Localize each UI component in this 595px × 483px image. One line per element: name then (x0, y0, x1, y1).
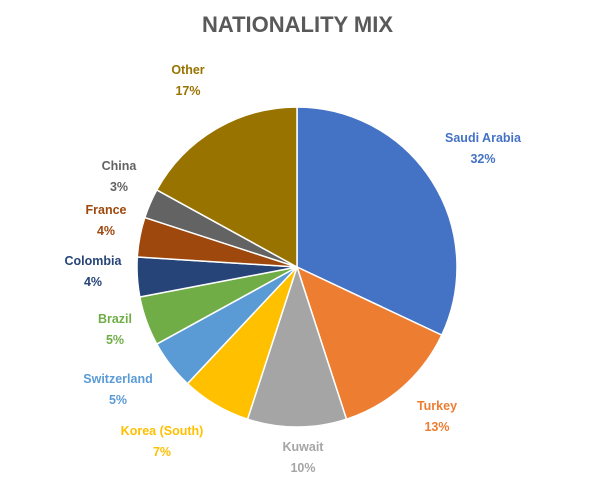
slice-label-china: China (102, 159, 138, 173)
slice-percent-colombia: 4% (84, 275, 102, 289)
chart-title: NATIONALITY MIX (201, 12, 394, 37)
slice-label-kuwait: Kuwait (283, 440, 325, 454)
slice-label-colombia: Colombia (65, 254, 123, 268)
slice-percent-china: 3% (110, 180, 128, 194)
slice-label-switzerland: Switzerland (83, 372, 152, 386)
slice-label-france: France (86, 203, 127, 217)
slice-percent-switzerland: 5% (109, 393, 127, 407)
slice-label-brazil: Brazil (98, 312, 132, 326)
slice-label-turkey: Turkey (417, 399, 457, 413)
slice-percent-korea-south: 7% (153, 445, 171, 459)
slice-label-other: Other (171, 63, 204, 77)
pie-slice-saudi-arabia (296, 106, 458, 337)
pie-slice-kuwait (246, 264, 348, 428)
slice-percent-kuwait: 10% (290, 461, 315, 475)
slice-percent-france: 4% (97, 224, 115, 238)
slice-percent-turkey: 13% (424, 420, 449, 434)
slice-percent-other: 17% (175, 84, 200, 98)
pie-slice-other (155, 106, 298, 269)
slice-percent-brazil: 5% (106, 333, 124, 347)
slice-label-saudi-arabia: Saudi Arabia (445, 131, 522, 145)
pie-slice-turkey (295, 265, 443, 421)
slice-percent-saudi-arabia: 32% (470, 152, 495, 166)
slice-label-korea-south: Korea (South) (121, 424, 204, 438)
